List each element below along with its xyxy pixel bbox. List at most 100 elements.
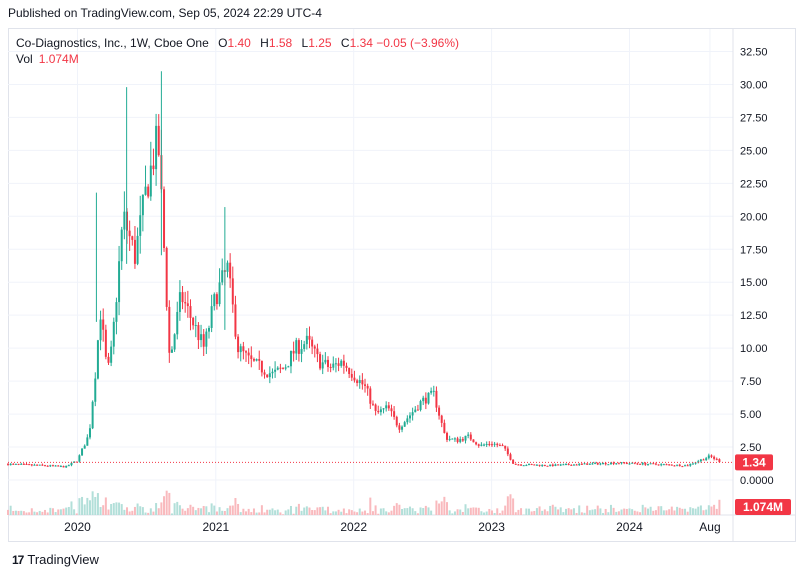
volume-bar [329, 513, 332, 515]
candle-body [535, 464, 538, 466]
volume-bar [633, 510, 636, 515]
candle-body [245, 351, 248, 353]
volume-bar [51, 508, 54, 515]
volume-bar [517, 509, 520, 515]
candle-body [422, 397, 425, 402]
candle-body [75, 461, 78, 463]
candle-body [660, 464, 663, 466]
x-tick-label: 2023 [478, 520, 505, 534]
candle-body [416, 409, 419, 411]
candle-body [22, 463, 25, 465]
volume-bar [377, 513, 380, 515]
volume-bar [131, 510, 134, 515]
candle-body [419, 401, 422, 410]
volume-bar [70, 501, 73, 515]
volume-bar [49, 507, 52, 515]
volume-bar [594, 509, 597, 515]
volume-bar [205, 506, 208, 515]
candle-body [133, 239, 136, 264]
volume-bar [422, 508, 425, 515]
candle-body [527, 464, 530, 466]
candle-body [234, 304, 237, 337]
close-label: C [340, 36, 350, 50]
volume-bar [538, 506, 541, 515]
candle-body [102, 319, 105, 330]
candle-body [83, 445, 86, 449]
volume-badge-label: 1.074M [743, 500, 783, 514]
y-tick-label: 20.00 [740, 211, 768, 223]
open-label: O [218, 36, 228, 50]
footer-brand[interactable]: TradingView [27, 552, 99, 567]
candle-body [715, 458, 718, 460]
volume-bar [668, 509, 671, 515]
price-badge [735, 454, 773, 471]
volume-badge [735, 499, 791, 515]
volume-bar [14, 510, 17, 515]
volume-bar [549, 505, 552, 515]
volume-bar [477, 507, 480, 515]
volume-bar [168, 492, 171, 515]
volume-bar [189, 504, 192, 515]
candle-body [665, 464, 668, 466]
candle-body [705, 458, 708, 461]
candle-body [583, 463, 586, 465]
volume-bar [308, 507, 311, 515]
candle-body [385, 405, 388, 409]
volume-bar [223, 510, 226, 515]
candle-body [20, 463, 23, 465]
candle-body [493, 443, 496, 445]
volume-bar [295, 506, 298, 515]
volume-bar [641, 504, 644, 515]
candle-body [51, 465, 54, 467]
volume-bar [86, 497, 89, 515]
candle-body [549, 464, 552, 466]
candle-body [520, 464, 523, 466]
candle-body [615, 463, 618, 465]
candle-body [411, 412, 414, 416]
volume-bar [229, 505, 232, 515]
volume-bar [358, 508, 361, 515]
volume-bar [102, 505, 105, 515]
candle-body [157, 125, 160, 156]
volume-bar [356, 512, 359, 515]
candle-body [131, 236, 134, 240]
candle-body [475, 442, 478, 445]
volume-bar [226, 508, 229, 515]
candle-body [303, 344, 306, 350]
y-tick-label: 22.50 [740, 178, 768, 190]
x-tick-label: 2024 [616, 520, 643, 534]
candle-body [202, 334, 205, 347]
volume-bar [607, 512, 610, 515]
candle-body [652, 463, 655, 465]
x-tick-label: 2022 [340, 520, 367, 534]
candle-body [226, 262, 229, 272]
candle-body [141, 194, 144, 216]
volume-bar [364, 510, 367, 515]
candle-body [408, 415, 411, 419]
volume-bar [530, 511, 533, 515]
volume-bar [588, 510, 591, 515]
candle-body [525, 465, 528, 467]
candle-body [512, 459, 515, 464]
candle-body [104, 329, 107, 357]
candle-body [580, 463, 583, 465]
candle-body [197, 325, 200, 341]
volume-bar [446, 502, 449, 515]
low-value: 1.25 [308, 36, 332, 50]
candle-body [451, 438, 454, 440]
candle-body [300, 349, 303, 354]
volume-bar [118, 502, 121, 515]
volume-bar [41, 511, 44, 515]
candle-body [538, 464, 541, 466]
candle-body [258, 359, 261, 361]
volume-bar [689, 507, 692, 515]
candle-body [710, 455, 713, 457]
candle-body [699, 459, 702, 462]
volume-bar [115, 502, 118, 515]
volume-bar [707, 505, 710, 515]
candle-body [530, 464, 533, 466]
volume-bar [665, 510, 668, 515]
candle-body [260, 360, 263, 373]
volume-bar [662, 510, 665, 515]
